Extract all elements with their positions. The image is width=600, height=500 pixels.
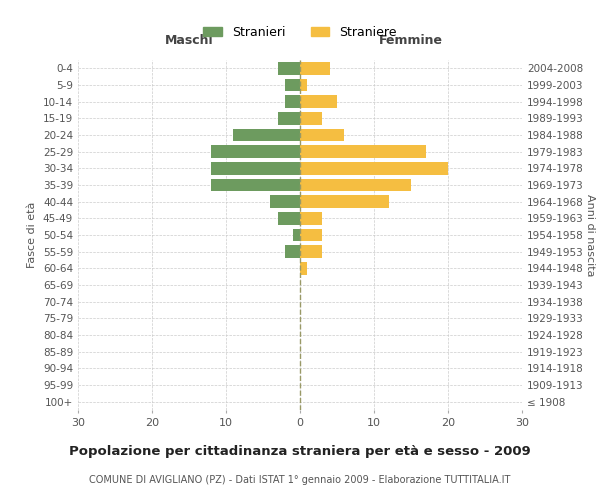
Bar [300, 196, 389, 208]
Bar [285, 78, 300, 91]
Bar [300, 146, 426, 158]
Bar [293, 229, 300, 241]
Y-axis label: Fasce di età: Fasce di età [28, 202, 37, 268]
Bar [300, 128, 344, 141]
Bar [300, 246, 322, 258]
Bar [211, 146, 300, 158]
Bar [233, 128, 300, 141]
Bar [300, 78, 307, 91]
Bar [300, 96, 337, 108]
Bar [211, 162, 300, 174]
Bar [300, 212, 322, 224]
Legend: Stranieri, Straniere: Stranieri, Straniere [198, 20, 402, 44]
Text: Femmine: Femmine [379, 34, 443, 46]
Bar [285, 96, 300, 108]
Text: COMUNE DI AVIGLIANO (PZ) - Dati ISTAT 1° gennaio 2009 - Elaborazione TUTTITALIA.: COMUNE DI AVIGLIANO (PZ) - Dati ISTAT 1°… [89, 475, 511, 485]
Bar [211, 179, 300, 191]
Bar [278, 112, 300, 124]
Bar [278, 62, 300, 74]
Bar [300, 62, 329, 74]
Bar [285, 246, 300, 258]
Y-axis label: Anni di nascita: Anni di nascita [585, 194, 595, 276]
Bar [300, 262, 307, 274]
Bar [271, 196, 300, 208]
Bar [300, 179, 411, 191]
Bar [300, 229, 322, 241]
Text: Popolazione per cittadinanza straniera per età e sesso - 2009: Popolazione per cittadinanza straniera p… [69, 445, 531, 458]
Bar [300, 162, 448, 174]
Bar [278, 212, 300, 224]
Text: Maschi: Maschi [164, 34, 214, 46]
Bar [300, 112, 322, 124]
